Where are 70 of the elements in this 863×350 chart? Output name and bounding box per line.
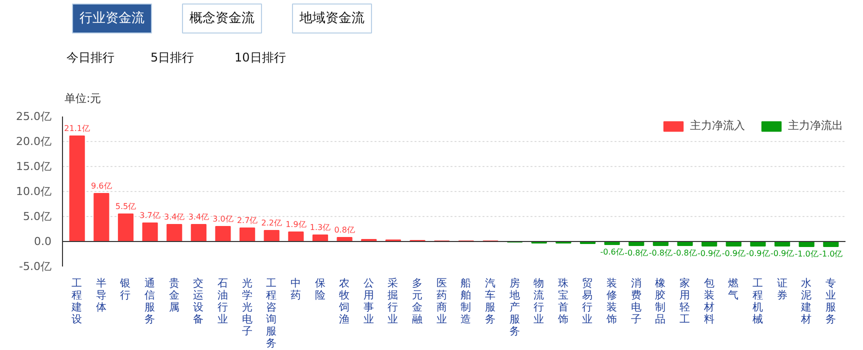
y-axis-title: 单位:元 (64, 92, 102, 105)
data-label: 3.4亿 (164, 212, 185, 222)
text: 地域资金流 (298, 10, 364, 26)
x-tick-label: 贵金属 (168, 276, 180, 314)
data-label: 1.3亿 (310, 223, 331, 232)
x-tick-label: 中药 (290, 276, 302, 302)
y-tick-label: 25.0亿 (16, 110, 52, 123)
x-tick-label: 汽车服务 (484, 278, 496, 326)
x-tick-label: 多元金融 (412, 278, 424, 326)
data-label: -0.9亿 (770, 249, 794, 258)
x-tick-label: 包装材料 (702, 278, 715, 326)
y-tick-label: 10.0亿 (16, 185, 52, 198)
y-tick-label: 15.0亿 (16, 160, 52, 173)
x-tick-label: 证券 (776, 278, 788, 302)
data-label: -0.8亿 (673, 248, 697, 258)
legend-label: 主力净流入 (690, 118, 745, 133)
x-tick-label: 工程咨询服务 (266, 278, 278, 350)
y-tick-label: -5.0亿 (19, 260, 52, 273)
data-label: 3.4亿 (188, 212, 210, 222)
x-tick-label: 橡胶制品 (655, 278, 666, 326)
data-label: -0.6亿 (600, 248, 624, 256)
x-tick-label: 石油行业 (217, 278, 228, 326)
x-tick-label: 采掘行业 (388, 276, 399, 326)
x-tick-label: 专业服务 (825, 276, 836, 326)
legend-label: 主力净流出 (788, 118, 843, 133)
text: 行业资金流 (80, 10, 144, 26)
data-label: 1.9亿 (286, 220, 306, 229)
x-tick-label: 银行 (119, 278, 132, 302)
x-tick-label: 装修装饰 (606, 276, 618, 326)
x-tick-label: 贸易行业 (582, 276, 594, 326)
data-label: 5.5亿 (115, 202, 136, 211)
x-tick-label: 房地产服务 (508, 276, 520, 338)
x-tick-label: 通信服务 (144, 276, 156, 326)
data-label: 0.8亿 (334, 226, 355, 234)
data-label: -0.8亿 (624, 248, 648, 258)
y-tick-label: 20.0亿 (16, 135, 52, 148)
x-tick-label: 工程机械 (752, 278, 764, 326)
x-tick-label: 水泥建材 (800, 276, 812, 326)
x-tick-label: 交运设备 (193, 276, 204, 326)
x-tick-label: 家用轻工 (680, 276, 691, 326)
data-label: 21.1亿 (64, 124, 90, 133)
data-label: -0.9亿 (722, 249, 746, 258)
x-tick-label: 光学光电子 (242, 276, 253, 338)
data-label: -0.8亿 (648, 248, 672, 258)
data-label: -1.0亿 (819, 250, 843, 258)
data-label: 3.0亿 (212, 214, 234, 224)
x-tick-label: 工程建设 (70, 278, 83, 326)
x-tick-label: 医药商业 (436, 278, 448, 326)
data-label: 2.2亿 (261, 218, 282, 228)
data-label: 2.7亿 (236, 216, 258, 225)
x-tick-label: 物流行业 (534, 278, 545, 326)
x-tick-label: 保险 (314, 278, 326, 302)
data-label: -1.0亿 (794, 250, 818, 258)
x-tick-label: 农牧饲渔 (338, 278, 350, 326)
x-tick-label: 燃气 (728, 278, 740, 302)
data-label: 3.7亿 (140, 211, 160, 220)
y-tick-label: 5.0亿 (23, 210, 52, 223)
text: 今日排行 (66, 50, 114, 64)
x-tick-label: 船舶制造 (460, 278, 472, 326)
x-tick-label: 公用事业 (363, 278, 374, 326)
x-tick-label: 消费电子 (630, 276, 642, 326)
text: 10日排行 (234, 50, 286, 64)
text: 5日排行 (150, 50, 194, 64)
x-tick-label: 珠宝首饰 (556, 276, 569, 326)
data-label: -0.9亿 (698, 249, 722, 258)
data-label: -0.9亿 (746, 249, 770, 258)
x-tick-label: 半导体 (96, 276, 107, 314)
data-label: 9.6亿 (91, 182, 112, 190)
y-tick-label: 0.0 (34, 235, 52, 248)
text: 概念资金流 (190, 10, 254, 26)
